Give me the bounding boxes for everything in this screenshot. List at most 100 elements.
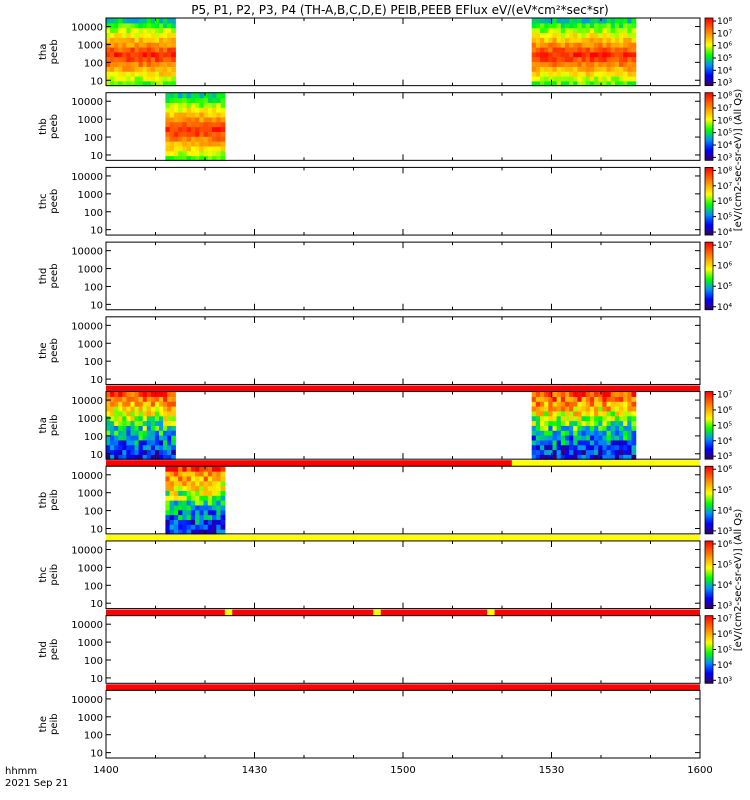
spectrogram-cell: [556, 435, 562, 441]
spectrogram-cell: [535, 51, 541, 58]
spectrogram-cell: [216, 116, 222, 123]
spectrogram-cell: [163, 439, 168, 446]
spectrogram-cell: [207, 102, 213, 108]
spectrogram-cell: [552, 80, 558, 87]
spectrogram-cell: [178, 141, 183, 147]
spectrogram-cell: [186, 480, 192, 487]
spectrogram-cell: [556, 71, 562, 77]
spectrogram-cell: [165, 471, 171, 477]
spectrogram-cell: [195, 509, 200, 516]
spectrogram-cell: [126, 32, 132, 38]
spectrogram-cell: [606, 430, 612, 436]
spectrogram-cell: [614, 32, 620, 38]
spectrogram-cell: [142, 66, 148, 72]
spectrogram-cell: [163, 61, 168, 67]
spectrogram-cell: [146, 406, 152, 412]
spectrogram-cell: [158, 406, 164, 412]
spectrogram-cell: [118, 406, 123, 412]
spectrogram-cell: [614, 22, 620, 29]
panel-frame: [105, 166, 701, 236]
spectrogram-cell: [186, 141, 192, 147]
spectrogram-cell: [150, 37, 156, 43]
spectrogram-cell: [154, 410, 160, 417]
spectrogram-cell: [220, 485, 226, 491]
spectrogram-cell: [627, 42, 633, 48]
spectrogram-cell: [178, 475, 183, 482]
spectrogram-cell: [569, 420, 574, 426]
spectrogram-cell: [577, 454, 583, 460]
colorbar-tick-label: 10⁴: [717, 437, 732, 447]
spectrogram-cell: [631, 391, 637, 397]
spectrogram-cell: [182, 141, 188, 147]
spectrogram-cell: [134, 22, 140, 29]
spectrogram-cell: [114, 406, 119, 412]
spectrogram-cell: [560, 22, 566, 29]
spectrogram-cell: [178, 136, 183, 142]
spectrogram-cell: [627, 454, 633, 460]
spectrogram-cell: [134, 401, 140, 407]
spectrogram-cell: [573, 42, 579, 48]
spectrogram-cell: [564, 22, 570, 29]
spectrogram-cell: [598, 42, 603, 48]
spectrogram-cell: [552, 435, 558, 441]
spectrogram-cell: [556, 51, 562, 58]
spectrogram-cell: [540, 415, 545, 422]
spectrogram-cell: [216, 466, 222, 472]
spectrogram-cell: [577, 401, 583, 407]
spectrogram-cell: [169, 519, 175, 525]
spectrogram-cell: [627, 401, 633, 407]
spectrogram-cell: [598, 32, 603, 38]
spectrogram-cell: [203, 145, 209, 152]
spectrogram-cell: [186, 471, 192, 477]
spectrogram-cell: [150, 391, 156, 397]
spectrogram-cell: [540, 391, 545, 397]
spectrogram-cell: [150, 406, 156, 412]
spectrogram-cell: [130, 401, 136, 407]
spectrogram-block: [165, 466, 226, 535]
spectrogram-cell: [220, 112, 226, 118]
spectrogram-cell: [167, 46, 172, 53]
spectrogram-cell: [573, 444, 579, 451]
spectrogram-cell: [598, 425, 603, 431]
spectrogram-cell: [171, 42, 176, 48]
spectrogram-cell: [585, 32, 591, 38]
spectrogram-cell: [556, 449, 562, 455]
panel-label-probe: thc: [38, 193, 49, 209]
spectrogram-cell: [130, 454, 136, 460]
spectrogram-cell: [163, 42, 168, 48]
spectrogram-cell: [606, 396, 612, 402]
panel-label-species: peib: [49, 639, 60, 661]
spectrogram-cell: [577, 449, 583, 455]
spectrogram-cell: [589, 396, 595, 402]
spectrogram-cell: [548, 391, 554, 397]
spectrogram-cell: [560, 425, 566, 431]
spectrogram-cell: [203, 136, 209, 142]
spectrogram-cell: [171, 439, 176, 446]
spectrogram-cell: [602, 425, 608, 431]
spectrogram-cell: [154, 435, 160, 441]
spectrogram-cell: [114, 37, 119, 43]
spectrogram-cell: [585, 22, 591, 29]
spectrogram-cell: [158, 71, 164, 77]
spectrogram-cell: [602, 406, 608, 412]
spectrogram-cell: [631, 56, 637, 63]
spectrogram-cell: [552, 391, 558, 397]
spectrogram-cell: [540, 27, 545, 34]
spectrogram-cell: [619, 66, 624, 72]
spectrogram-cell: [594, 444, 599, 451]
spectrogram-cell: [610, 71, 616, 77]
spectrogram-cell: [207, 126, 213, 132]
spectrogram-cell: [589, 56, 595, 63]
spectrogram-cell: [122, 51, 127, 58]
spectrogram-cell: [158, 391, 164, 397]
spectrogram-cell: [564, 75, 570, 82]
spectrogram-cell: [573, 449, 579, 455]
spectrogram-cell: [560, 80, 566, 87]
spectrogram-cell: [602, 18, 608, 24]
spectrogram-cell: [623, 71, 628, 77]
spectrogram-cell: [173, 519, 179, 525]
spectrogram-cell: [134, 406, 140, 412]
spectrogram-cell: [606, 80, 612, 87]
